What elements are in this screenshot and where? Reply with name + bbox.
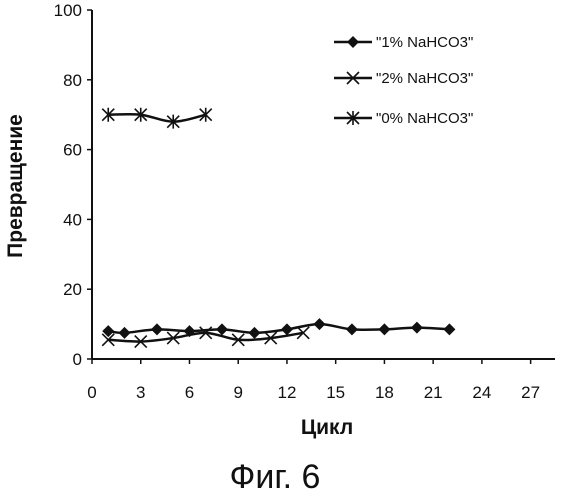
data-point [216,323,228,335]
legend-label: "1% NaHCO3" [376,34,473,51]
legend-label: "2% NaHCO3" [376,70,473,87]
data-point [281,323,293,335]
legend-item: "2% NaHCO3" [334,70,473,87]
legend-marker [347,36,359,48]
data-point [151,323,163,335]
y-tick-label: 20 [63,280,82,299]
x-tick-label: 9 [233,383,242,402]
x-tick-label: 0 [87,383,96,402]
x-tick-label: 12 [277,383,296,402]
y-tick-label: 60 [63,141,82,160]
x-tick-label: 6 [185,383,194,402]
legend: "1% NaHCO3" "2% NaHCO3" "0% NaHCO3" [334,34,473,127]
plot-series [102,108,455,348]
data-point [346,323,358,335]
x-tick-label: 3 [136,383,145,402]
y-tick-label: 80 [63,71,82,90]
y-axis-title: Превращение [4,114,27,258]
data-point [411,322,423,334]
data-point [248,327,260,339]
x-tick-label: 24 [472,383,491,402]
legend-item: "0% NaHCO3" [334,110,473,127]
series-line [108,114,205,121]
series-3 [102,108,211,129]
x-tick-label: 27 [521,383,540,402]
x-tick-label: 18 [375,383,394,402]
data-point [313,318,325,330]
y-tick-label: 40 [63,210,82,229]
legend-label: "0% NaHCO3" [376,110,473,127]
data-point [378,323,390,335]
y-tick-label: 100 [54,1,82,20]
x-tick-label: 15 [326,383,345,402]
figure-caption: Фиг. 6 [230,458,321,496]
data-point [443,323,455,335]
legend-item: "1% NaHCO3" [334,34,473,51]
x-axis-title: Цикл [301,416,353,439]
y-tick-label: 0 [73,350,82,369]
data-point [118,327,130,339]
x-tick-label: 21 [424,383,443,402]
axes [87,10,555,364]
